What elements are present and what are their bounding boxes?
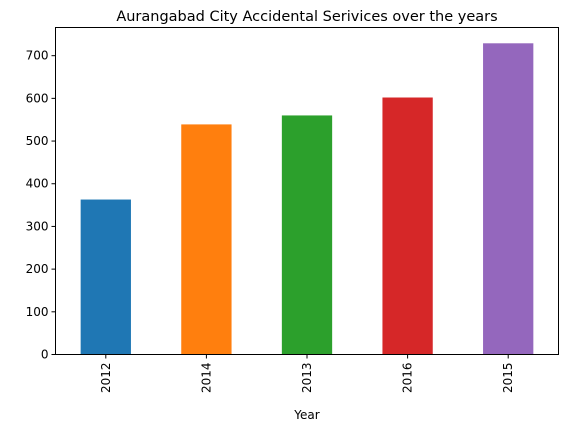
y-tick-label: 300 xyxy=(26,219,49,233)
y-tick-label: 400 xyxy=(26,177,49,191)
x-tick-label: 2014 xyxy=(199,363,213,394)
y-tick-label: 600 xyxy=(26,91,49,105)
bar-2015 xyxy=(483,43,534,355)
chart-title: Aurangabad City Accidental Serivices ove… xyxy=(116,9,497,25)
x-tick-label: 2016 xyxy=(401,363,415,394)
x-axis-label: Year xyxy=(293,408,319,422)
bar-2013 xyxy=(281,115,333,355)
y-tick-label: 700 xyxy=(26,49,49,63)
bar-2014 xyxy=(181,124,232,355)
y-tick-label: 500 xyxy=(26,134,49,148)
y-tick-label: 200 xyxy=(26,262,49,276)
x-tick-label: 2015 xyxy=(501,363,515,394)
plot-frame xyxy=(55,27,559,355)
x-tick-label: 2012 xyxy=(99,363,113,394)
bar-2016 xyxy=(382,97,433,355)
bar-2012 xyxy=(80,199,131,355)
y-tick-label: 100 xyxy=(26,305,49,319)
x-tick-label: 2013 xyxy=(300,363,314,394)
y-tick-label: 0 xyxy=(41,348,49,362)
